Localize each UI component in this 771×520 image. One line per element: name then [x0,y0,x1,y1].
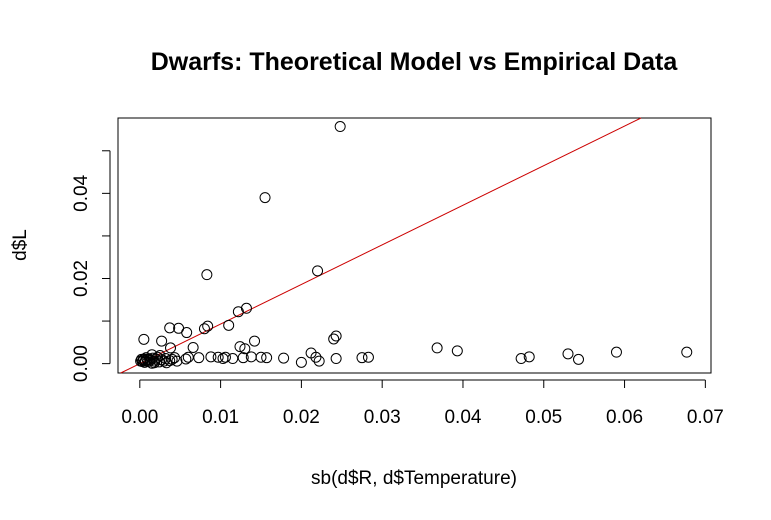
data-point [334,121,346,133]
x-tick-label: 0.05 [525,407,562,428]
plot-area-box [117,117,712,374]
x-tick-label: 0.01 [202,407,239,428]
y-tick-label: 0.02 [71,260,92,297]
data-point [610,346,622,358]
data-point [237,352,249,364]
data-point [356,352,368,364]
data-point [451,345,463,357]
data-point [278,352,290,364]
data-point [312,265,324,277]
x-tick-label: 0.00 [121,407,158,428]
data-point [239,343,251,355]
data-point [182,351,194,363]
data-point [156,335,168,347]
reference-line [120,117,642,374]
data-point [202,320,214,332]
data-point [255,351,267,363]
x-tick-label: 0.06 [606,407,643,428]
data-point [562,348,574,360]
data-point [201,269,213,281]
data-point [217,353,229,365]
x-tick-label: 0.07 [687,407,724,428]
data-point [232,306,244,318]
x-tick-label: 0.04 [444,407,481,428]
data-point [187,341,199,353]
x-tick-label: 0.03 [364,407,401,428]
data-point [245,351,257,363]
data-point [180,353,192,365]
data-point [166,353,178,365]
data-point [515,353,527,365]
data-point [181,327,193,339]
data-point [234,341,246,353]
data-point [310,351,322,363]
data-point [198,323,210,335]
data-point [205,351,217,363]
data-point [259,192,271,204]
data-point [153,356,165,368]
data-point [681,346,693,358]
data-point [165,342,177,354]
data-point [164,322,176,334]
y-axis-label: d$L [10,229,31,261]
x-axis: 0.00 0.01 0.02 0.03 0.04 0.05 0.06 0.07 [121,379,724,428]
x-axis-label: sb(d$R, d$Temperature) [311,468,517,489]
data-point [249,335,261,347]
data-point [362,351,374,363]
data-point [152,351,164,363]
data-point [135,355,147,367]
reference-line-layer [120,117,642,374]
data-point [573,353,585,365]
data-point [223,319,235,331]
y-tick-label: 0.00 [71,345,92,382]
data-point [295,356,307,368]
data-point [328,333,340,345]
y-axis: 0.00 0.02 0.04 [71,150,111,382]
data-point [154,350,166,362]
chart-title: Dwarfs: Theoretical Model vs Empirical D… [151,48,679,76]
data-point [160,357,172,369]
data-point [138,333,150,345]
data-point [330,330,342,342]
y-tick-label: 0.04 [71,174,92,211]
points-layer [135,121,693,369]
data-point [219,351,231,363]
data-point [523,351,535,363]
data-point [193,352,205,364]
data-point [227,353,239,365]
data-point [313,355,325,367]
x-tick-label: 0.02 [283,407,320,428]
data-point [146,357,158,369]
data-point [261,352,273,364]
data-point [171,355,183,367]
data-point [212,351,224,363]
data-point [330,353,342,365]
data-point [431,342,443,354]
